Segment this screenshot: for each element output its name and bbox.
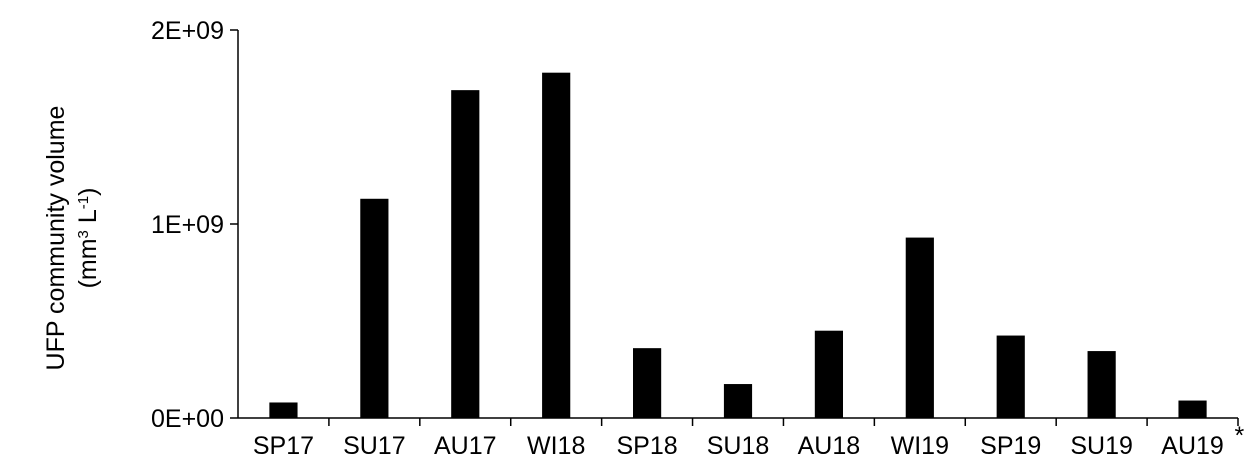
bar-su19: [1087, 351, 1116, 418]
x-tick-label-sp19: SP19: [980, 432, 1041, 460]
bar-au17: [451, 90, 480, 418]
bar-au18: [814, 330, 843, 418]
x-tick-label-su17: SU17: [343, 432, 406, 460]
x-tick-label-su19: SU19: [1070, 432, 1133, 460]
bar-sp18: [633, 348, 662, 418]
bar-sp17: [269, 402, 298, 418]
bar-wi18: [542, 72, 571, 419]
asterisk-annotation: *: [1235, 422, 1245, 450]
x-tick-label-au17: AU17: [434, 432, 497, 460]
x-tick-label-su18: SU18: [707, 432, 770, 460]
y-axis-ticks: 0E+00 1E+09 2E+09: [151, 17, 238, 433]
x-tick-label-au19: AU19: [1161, 432, 1224, 460]
x-tick-label-sp18: SP18: [617, 432, 678, 460]
bar-su17: [360, 198, 389, 418]
bar-au19: [1178, 400, 1207, 418]
x-tick-label-wi18: WI18: [527, 432, 585, 460]
y-tick-label: 2E+09: [151, 17, 224, 45]
x-axis-tick-labels: SP17 SU17 AU17 WI18 SP18 SU18 AU18 WI19 SP19 SU19…: [253, 418, 1239, 460]
x-tick-label-au18: AU18: [798, 432, 861, 460]
y-axis-title: UFP community volume (mm3 L-1): [42, 106, 102, 371]
bar-wi19: [905, 237, 934, 418]
y-axis-title-line2: (mm3 L-1): [74, 188, 102, 289]
bar-su18: [723, 384, 753, 418]
x-tick-label-wi19: WI19: [891, 432, 949, 460]
y-tick-label: 1E+09: [151, 211, 224, 239]
bars: [269, 72, 1207, 419]
bar-sp19: [996, 335, 1025, 418]
y-tick-label: 0E+00: [151, 405, 224, 433]
y-axis-title-line1: UFP community volume: [42, 106, 70, 371]
x-tick-label-sp17: SP17: [253, 432, 314, 460]
